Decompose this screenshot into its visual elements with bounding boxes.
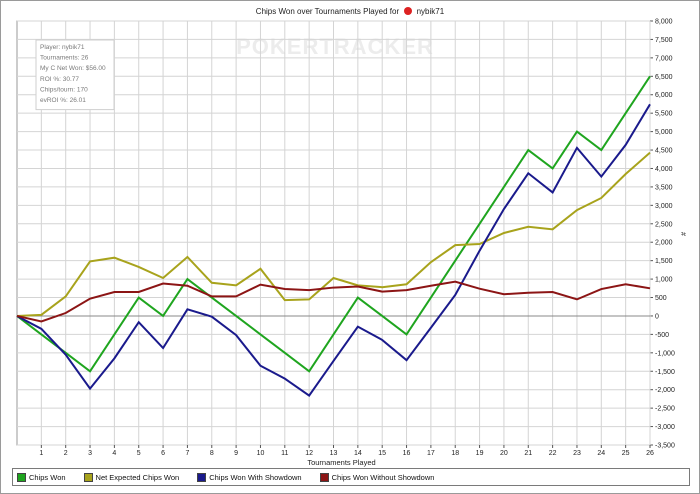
x-tick-label: 3	[88, 450, 92, 457]
y-tick-label: 5,000	[655, 129, 673, 136]
legend-swatch	[197, 472, 207, 482]
legend-label: Net Expected Chips Won	[95, 472, 180, 482]
x-tick-label: 14	[354, 450, 362, 457]
y-tick-label: 3,000	[655, 203, 673, 210]
x-tick-label: 4	[112, 450, 116, 457]
y-tick-label: 2,500	[655, 221, 673, 228]
x-tick-label: 15	[378, 450, 386, 457]
y-tick-label: 4,000	[655, 166, 673, 173]
y-tick-label: -500	[655, 332, 669, 339]
series-line-chips-won	[16, 75, 651, 373]
legend-item-chips-won: Chips Won	[17, 472, 66, 482]
y-tick-label: -2,000	[655, 387, 675, 394]
y-tick-label: -3,000	[655, 424, 675, 431]
x-tick-label: 18	[451, 450, 459, 457]
watermark: POKERTRACKER	[236, 34, 434, 59]
series-line-net-expected	[16, 151, 651, 317]
y-tick-label: 6,500	[655, 74, 673, 81]
chart-title-player: nybik71	[416, 7, 445, 16]
stats-box-line: Player: nybik71	[40, 44, 85, 51]
y-tick-label: -1,500	[655, 369, 675, 376]
y-tick-label: 4,500	[655, 148, 673, 155]
x-tick-label: 25	[622, 450, 630, 457]
y-axis-label: #	[679, 232, 686, 236]
y-tick-label: 7,000	[655, 55, 673, 62]
y-tick-label: -3,500	[655, 443, 675, 450]
legend-label: Chips Won With Showdown	[209, 472, 302, 482]
chart-title: Chips Won over Tournaments Played for ny…	[0, 7, 700, 16]
stats-box-line: Tournaments: 26	[40, 55, 89, 62]
x-tick-label: 7	[185, 450, 189, 457]
x-tick-label: 12	[305, 450, 313, 457]
stats-box-line: ROI %: 30.77	[40, 76, 79, 83]
x-tick-label: 10	[257, 450, 265, 457]
x-tick-label: 6	[161, 450, 165, 457]
y-tick-label: 3,500	[655, 184, 673, 191]
x-axis-label: Tournaments Played	[307, 458, 375, 467]
stats-box-line: My C Net Won: $56.00	[40, 65, 106, 72]
y-tick-label: -1,000	[655, 350, 675, 357]
x-tick-label: 1	[39, 450, 43, 457]
y-tick-label: 8,000	[655, 19, 673, 26]
x-tick-label: 22	[549, 450, 557, 457]
y-tick-label: 7,500	[655, 37, 673, 44]
y-tick-label: 2,000	[655, 240, 673, 247]
x-tick-label: 16	[403, 450, 411, 457]
x-tick-label: 11	[281, 450, 288, 457]
y-tick-label: 1,500	[655, 258, 673, 265]
legend-label: Chips Won Without Showdown	[331, 472, 435, 482]
legend-swatch	[83, 472, 93, 482]
legend-swatch	[319, 472, 329, 482]
y-tick-label: -2,500	[655, 406, 675, 413]
x-tick-label: 23	[573, 450, 581, 457]
legend-item-net-expected: Net Expected Chips Won	[83, 472, 180, 482]
legend-item-with-showdown: Chips Won With Showdown	[197, 472, 302, 482]
x-tick-label: 5	[137, 450, 141, 457]
x-tick-label: 24	[597, 450, 605, 457]
x-tick-label: 17	[427, 450, 435, 457]
legend-label: Chips Won	[29, 472, 66, 482]
stats-box-line: evROI %: 26.01	[40, 97, 86, 104]
legend: Chips Won Net Expected Chips Won Chips Won…	[12, 468, 690, 486]
chart-title-text: Chips Won over Tournaments Played for	[255, 7, 400, 16]
stats-box-line: Chips/tourn: 170	[40, 86, 88, 93]
legend-swatch	[17, 472, 26, 482]
pokertracker-logo-icon	[404, 7, 413, 15]
y-tick-label: 1,000	[655, 277, 673, 284]
y-tick-label: 6,000	[655, 92, 673, 99]
series-line-with-showdown	[16, 103, 651, 397]
y-tick-label: 500	[655, 295, 667, 302]
stats-box	[35, 39, 115, 111]
x-tick-label: 21	[524, 450, 532, 457]
x-tick-label: 20	[500, 450, 508, 457]
y-tick-label: 0	[655, 313, 659, 320]
series-line-without-showdown	[16, 280, 651, 323]
x-tick-label: 2	[64, 450, 68, 457]
x-tick-label: 9	[234, 450, 238, 457]
x-tick-label: 8	[210, 450, 214, 457]
x-tick-label: 19	[476, 450, 484, 457]
x-tick-label: 26	[646, 450, 654, 457]
x-tick-label: 13	[330, 450, 338, 457]
legend-item-without-showdown: Chips Won Without Showdown	[319, 472, 435, 482]
y-tick-label: 5,500	[655, 111, 673, 118]
